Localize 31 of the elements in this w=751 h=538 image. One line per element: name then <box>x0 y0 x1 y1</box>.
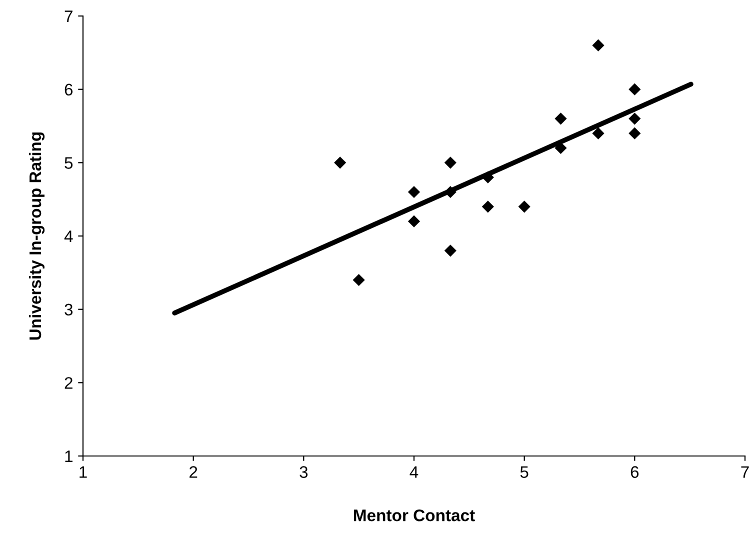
point <box>628 127 641 140</box>
x-tick-label: 7 <box>741 466 749 478</box>
x-tick-label: 2 <box>190 466 198 478</box>
y-tick-label: 1 <box>65 450 72 462</box>
y-tick-label: 6 <box>64 84 73 96</box>
x-tick-label: 1 <box>80 466 87 478</box>
point <box>444 244 456 257</box>
x-tick-label: 3 <box>300 466 308 478</box>
y-tick-label: 7 <box>64 10 72 22</box>
x-tick-label: 4 <box>410 466 418 478</box>
y-tick-label: 2 <box>64 377 72 389</box>
point <box>592 39 604 52</box>
point <box>352 274 365 286</box>
point <box>444 156 456 169</box>
point <box>628 112 641 125</box>
point <box>482 171 494 184</box>
point <box>518 200 530 213</box>
x-axis-title: Mentor Contact <box>354 509 475 522</box>
y-tick-label: 5 <box>64 157 73 169</box>
x-tick-label: 5 <box>520 466 528 478</box>
y-tick-label: 4 <box>64 230 73 242</box>
point <box>482 200 494 213</box>
point <box>334 156 346 169</box>
point <box>408 186 420 198</box>
x-tick-label: 6 <box>630 466 639 478</box>
point <box>408 215 420 228</box>
point <box>628 83 641 96</box>
y-axis-title: University In-group Rating <box>28 132 45 340</box>
y-tick-label: 3 <box>64 304 73 316</box>
point <box>554 112 567 125</box>
point <box>592 127 604 140</box>
